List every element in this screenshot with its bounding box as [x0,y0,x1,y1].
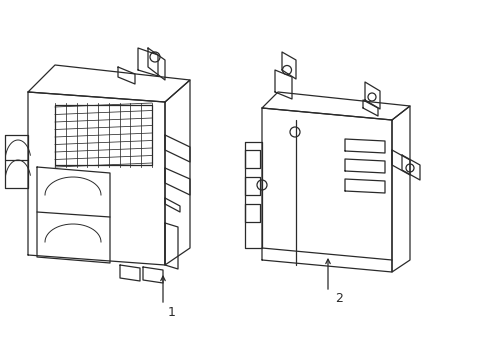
Text: 1: 1 [168,306,176,319]
Text: 2: 2 [334,292,342,305]
